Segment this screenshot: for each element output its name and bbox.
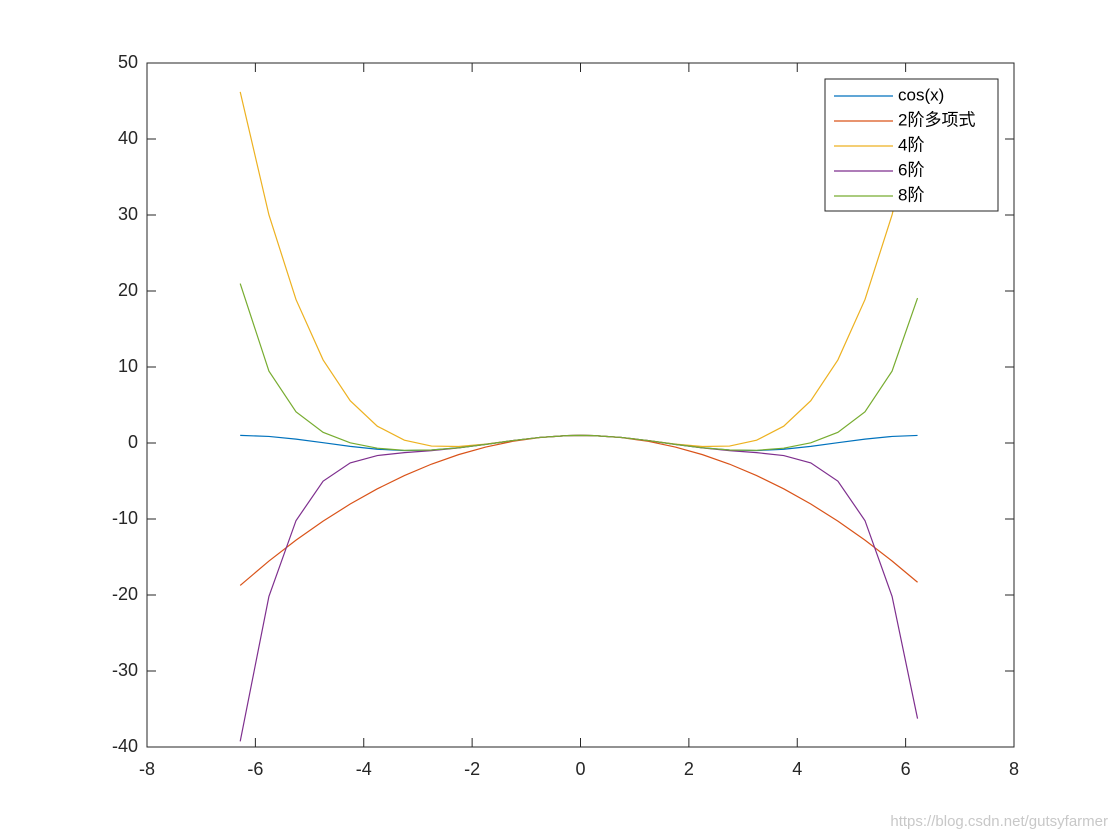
y-tick-label: 30	[118, 204, 138, 224]
x-tick-label: 0	[575, 759, 585, 779]
y-tick-label: -10	[112, 508, 138, 528]
y-tick-label: 10	[118, 356, 138, 376]
y-tick-label: 20	[118, 280, 138, 300]
legend: cos(x) 2阶多项式 4阶 6阶 8阶	[824, 78, 999, 212]
legend-label: 2阶多项式	[898, 110, 975, 129]
y-tick-label: 40	[118, 128, 138, 148]
series-line	[239, 283, 919, 451]
x-tick-label: 8	[1009, 759, 1019, 779]
x-tick-label: 2	[684, 759, 694, 779]
x-tick-label: 6	[901, 759, 911, 779]
y-tick-label: -20	[112, 584, 138, 604]
x-tick-label: -8	[139, 759, 155, 779]
x-tick-label: -6	[247, 759, 263, 779]
legend-label: 8阶	[898, 185, 924, 204]
x-tick-label: 4	[792, 759, 802, 779]
legend-label: cos(x)	[898, 85, 944, 104]
x-tick-label: -2	[464, 759, 480, 779]
y-tick-label: 50	[118, 52, 138, 72]
y-tick-label: 0	[128, 432, 138, 452]
y-tick-label: -30	[112, 660, 138, 680]
legend-label: 6阶	[898, 160, 924, 179]
legend-label: 4阶	[898, 135, 924, 154]
watermark: https://blog.csdn.net/gutsyfarmer	[890, 813, 1108, 830]
x-tick-label: -4	[356, 759, 372, 779]
y-tick-label: -40	[112, 736, 138, 756]
legend-box	[824, 78, 999, 212]
